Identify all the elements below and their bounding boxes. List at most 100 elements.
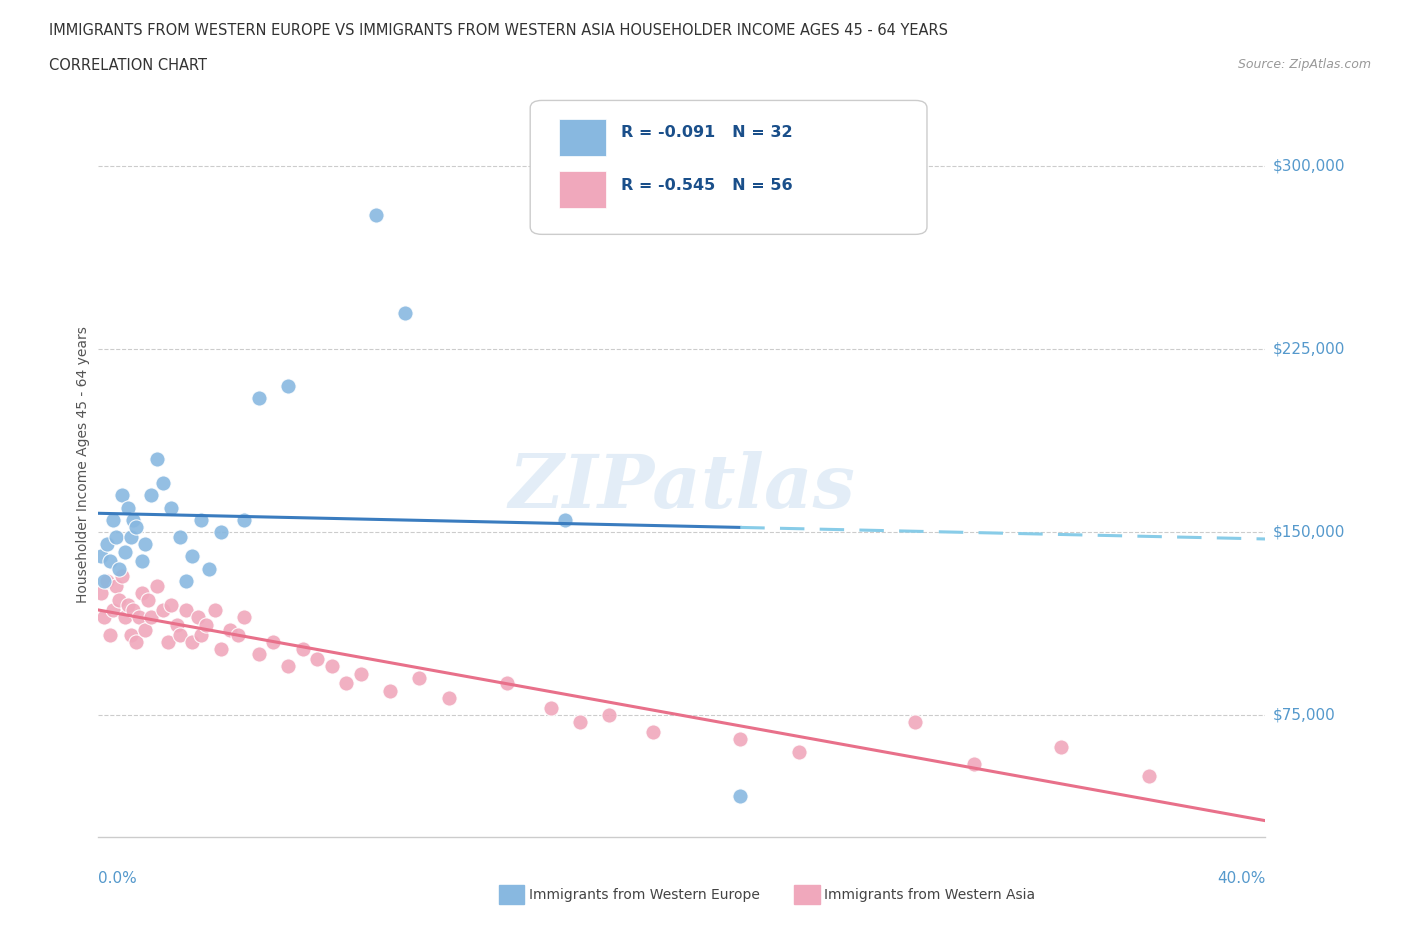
Point [187, 610, 209, 625]
Text: R = -0.091   N = 32: R = -0.091 N = 32 [621, 125, 793, 140]
Point [96, 574, 118, 589]
Point [962, 756, 984, 771]
Point [218, 622, 240, 637]
Point [787, 744, 810, 759]
Point [146, 578, 169, 593]
Point [169, 627, 191, 642]
Point [174, 603, 197, 618]
Point [93, 610, 115, 625]
Text: CORRELATION CHART: CORRELATION CHART [49, 58, 207, 73]
Point [166, 618, 188, 632]
Text: $225,000: $225,000 [1272, 341, 1344, 356]
Point [139, 610, 162, 625]
Point [190, 512, 212, 527]
Point [125, 520, 148, 535]
Point [90, 549, 112, 564]
Text: R = -0.545   N = 56: R = -0.545 N = 56 [621, 179, 793, 193]
Text: Immigrants from Western Europe: Immigrants from Western Europe [529, 887, 759, 902]
Point [209, 642, 232, 657]
Point [554, 512, 576, 527]
Point [247, 646, 270, 661]
Point [146, 451, 169, 466]
Y-axis label: Householder Income Ages 45 - 64 years: Householder Income Ages 45 - 64 years [76, 326, 90, 604]
Point [364, 207, 387, 222]
Text: $75,000: $75,000 [1272, 708, 1336, 723]
Point [101, 603, 124, 618]
Point [128, 610, 150, 625]
Text: 40.0%: 40.0% [1218, 871, 1265, 886]
Point [378, 684, 402, 698]
Point [180, 549, 202, 564]
Point [540, 700, 562, 715]
Point [108, 561, 131, 576]
Point [437, 690, 460, 705]
Point [120, 627, 142, 642]
Point [125, 634, 148, 649]
Text: Source: ZipAtlas.com: Source: ZipAtlas.com [1237, 58, 1371, 71]
Point [122, 603, 145, 618]
Point [134, 622, 156, 637]
Point [157, 634, 180, 649]
Point [160, 598, 183, 613]
Point [134, 537, 156, 551]
Point [568, 715, 591, 730]
Point [233, 512, 256, 527]
Point [291, 642, 314, 657]
Point [152, 476, 174, 491]
Point [117, 598, 139, 613]
Point [228, 627, 250, 642]
Text: 0.0%: 0.0% [98, 871, 138, 886]
Point [198, 561, 221, 576]
Text: $300,000: $300,000 [1272, 159, 1346, 174]
Point [117, 500, 139, 515]
Point [96, 537, 118, 551]
FancyBboxPatch shape [530, 100, 927, 234]
Point [307, 652, 329, 667]
Bar [560, 171, 606, 208]
Text: IMMIGRANTS FROM WESTERN EUROPE VS IMMIGRANTS FROM WESTERN ASIA HOUSEHOLDER INCOM: IMMIGRANTS FROM WESTERN EUROPE VS IMMIGR… [49, 23, 948, 38]
Point [122, 512, 145, 527]
Text: $150,000: $150,000 [1272, 525, 1344, 539]
Point [98, 627, 121, 642]
Point [641, 724, 664, 739]
Point [98, 554, 121, 569]
Point [93, 574, 115, 589]
Point [209, 525, 232, 539]
Point [1137, 768, 1160, 783]
Point [114, 544, 136, 559]
Point [104, 578, 127, 593]
Point [394, 305, 416, 320]
Point [728, 788, 751, 803]
Point [101, 512, 124, 527]
Point [204, 603, 226, 618]
Point [160, 500, 183, 515]
Point [108, 593, 131, 608]
Point [495, 676, 517, 691]
Point [1050, 739, 1073, 754]
Point [111, 568, 134, 583]
Point [139, 488, 162, 503]
Point [104, 529, 127, 544]
Point [408, 671, 430, 686]
Point [335, 676, 357, 691]
Point [728, 732, 751, 747]
Point [277, 658, 299, 673]
Point [321, 658, 343, 673]
Point [169, 529, 191, 544]
Point [190, 627, 212, 642]
Point [152, 603, 174, 618]
Point [247, 391, 270, 405]
Point [277, 379, 299, 393]
Point [131, 554, 153, 569]
Bar [560, 119, 606, 156]
Point [131, 586, 153, 601]
Point [120, 529, 142, 544]
Point [233, 610, 256, 625]
Point [114, 610, 136, 625]
Point [262, 634, 284, 649]
Point [111, 488, 134, 503]
Point [904, 715, 927, 730]
Text: Immigrants from Western Asia: Immigrants from Western Asia [824, 887, 1035, 902]
Point [90, 586, 112, 601]
Point [350, 666, 373, 681]
